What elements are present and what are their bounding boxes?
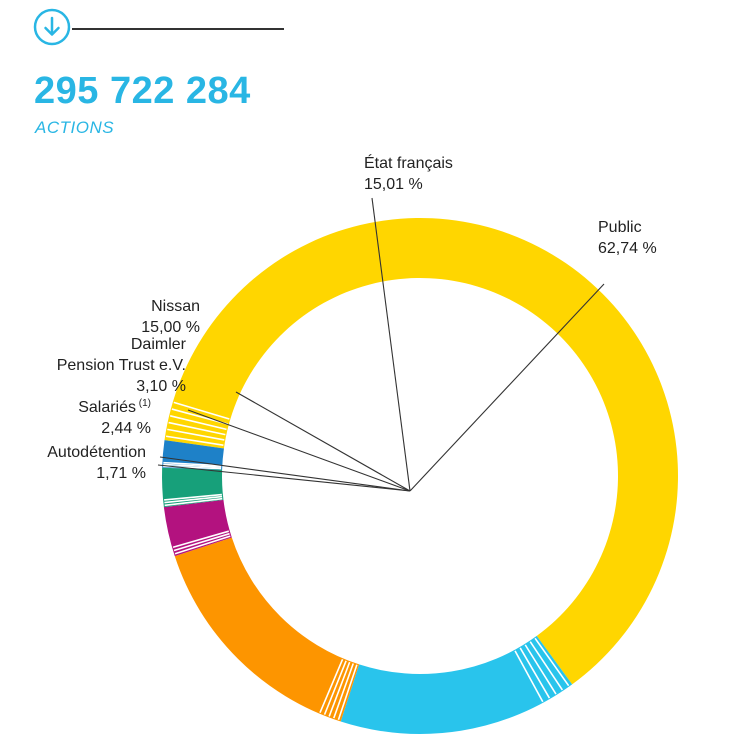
slice-stripe (164, 497, 223, 507)
slice-label-value: 62,74 % (598, 240, 657, 257)
slice-stripe (172, 530, 230, 549)
slice-stripe (328, 661, 351, 717)
slice-stripe (174, 535, 231, 555)
slice-label-name: Pension Trust e.V. (57, 357, 186, 374)
slice-stripe (163, 463, 222, 468)
slice-label-name: Nissan (151, 298, 200, 315)
slice-stripe (319, 659, 344, 714)
slice-label-name: État français (364, 153, 453, 172)
label-salaries: Salariés (1) 2,44 % (78, 398, 151, 437)
slice-label-name: Public (598, 219, 642, 236)
slice-stripe (173, 401, 230, 420)
slice-etat-francais (340, 635, 573, 734)
slice-stripe (519, 647, 551, 699)
slice-stripe (514, 650, 544, 703)
label-etat-francais: État français 15,01 % (364, 153, 453, 193)
slice-daimler-pension-trust-e-v (163, 499, 232, 557)
slice-stripe (524, 644, 557, 695)
label-daimler-pension-trust-e-v: Daimler Pension Trust e.V. 3,10 % (57, 336, 187, 395)
slice-stripe (534, 637, 570, 687)
slice-stripe (337, 664, 358, 720)
leader-line-daimler-pension-trust-e-v (187, 409, 411, 492)
slice-stripe (333, 663, 354, 719)
label-nissan: Nissan 15,00 % (141, 298, 200, 336)
slice-stripe (529, 641, 564, 691)
leader-lines (157, 197, 605, 492)
slice-stripe (163, 461, 222, 467)
slice-stripe (168, 421, 226, 436)
slice-stripe (323, 660, 347, 715)
slice-label-name: Autodétention (47, 444, 146, 461)
leader-line-nissan (235, 391, 411, 492)
header-rule (72, 28, 284, 30)
label-autodetention: Autodétention 1,71 % (47, 444, 146, 482)
slice-label-value: 15,01 % (364, 176, 423, 193)
slice-label-value: 1,71 % (96, 465, 146, 482)
slice-stripe (164, 495, 223, 504)
slice-label-name: Daimler (131, 336, 187, 353)
donut-slices (162, 217, 678, 734)
slice-stripe (167, 428, 225, 441)
slice-stripe (164, 493, 222, 501)
slice-label-value: 15,00 % (141, 319, 200, 336)
slice-stripe (169, 415, 227, 431)
label-public: Public 62,74 % (598, 219, 657, 257)
slice-stripe (173, 532, 230, 552)
slice-label-name: Salariés (1) (78, 398, 151, 416)
leader-line-salaries (159, 456, 411, 492)
shares-caption: ACTIONS (35, 118, 115, 137)
leader-line-autodetention (157, 464, 411, 492)
slice-labels: Public 62,74 % État français 15,01 % Nissan 1… (47, 153, 656, 482)
download-circle-icon[interactable] (33, 8, 71, 46)
leader-line-etat-francais (371, 197, 411, 492)
slice-stripe (165, 435, 224, 447)
slice-autodetention (162, 440, 224, 470)
slice-label-value: 2,44 % (101, 420, 151, 437)
total-shares: 295 722 284 (34, 70, 251, 112)
slice-label-value: 3,10 % (136, 378, 186, 395)
slice-nissan (174, 537, 360, 722)
leader-line-public (409, 283, 605, 492)
